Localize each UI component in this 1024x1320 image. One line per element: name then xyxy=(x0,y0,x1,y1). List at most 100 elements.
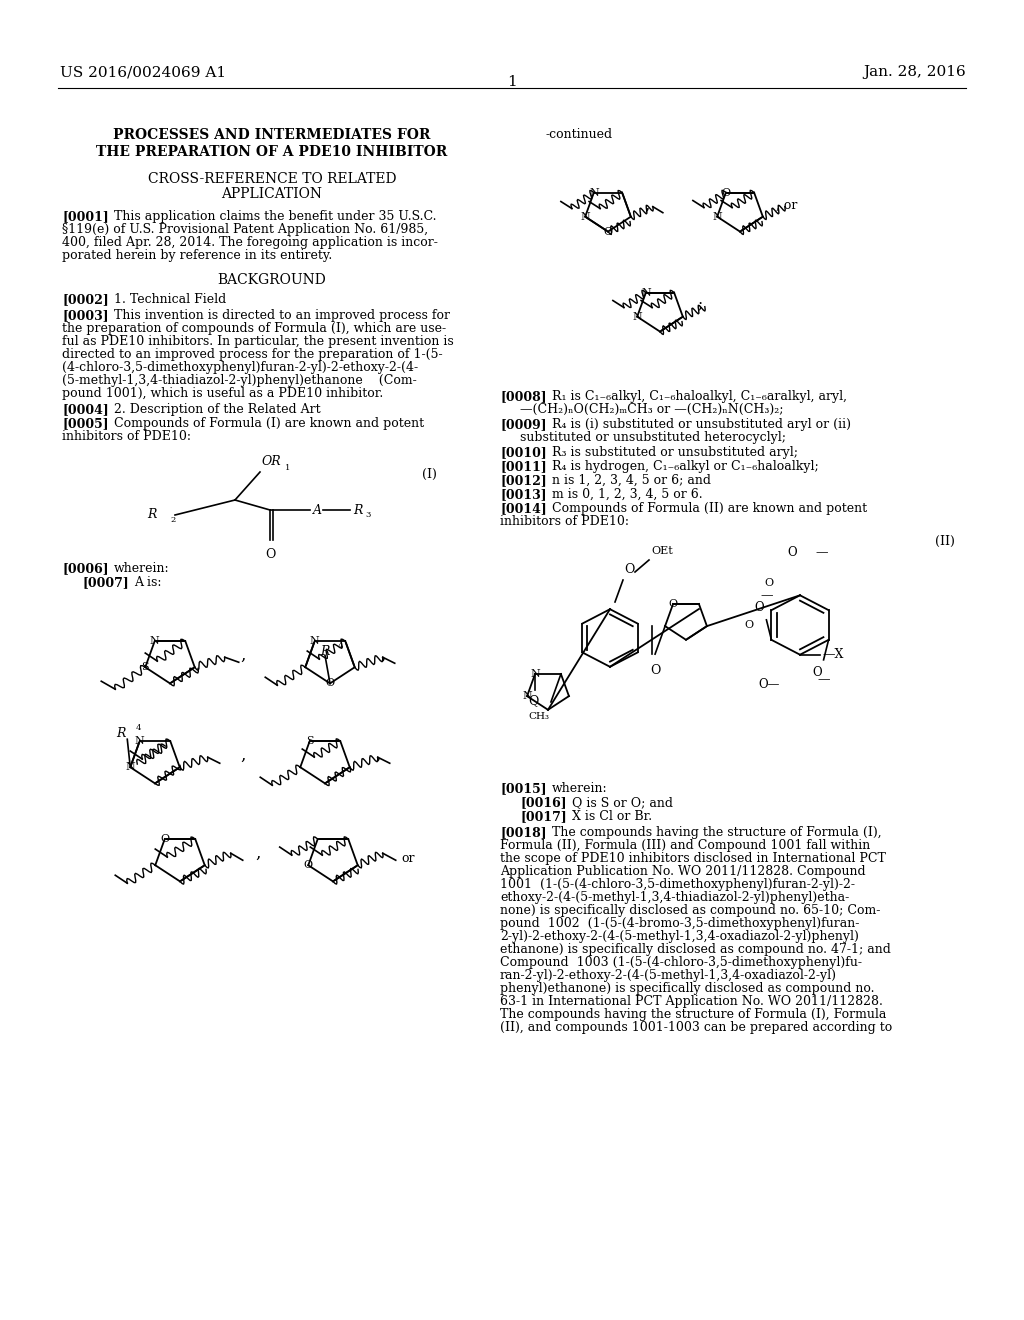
Text: This application claims the benefit under 35 U.S.C.: This application claims the benefit unde… xyxy=(114,210,436,223)
Text: 1: 1 xyxy=(507,75,517,88)
Text: O: O xyxy=(669,599,678,609)
Text: or: or xyxy=(401,851,415,865)
Text: (II), and compounds 1001-1003 can be prepared according to: (II), and compounds 1001-1003 can be pre… xyxy=(500,1020,892,1034)
Text: 4: 4 xyxy=(135,725,140,733)
Text: 3: 3 xyxy=(365,511,371,519)
Text: R: R xyxy=(116,727,125,739)
Text: ful as PDE10 inhibitors. In particular, the present invention is: ful as PDE10 inhibitors. In particular, … xyxy=(62,335,454,348)
Text: —X: —X xyxy=(822,648,844,661)
Text: [0014]: [0014] xyxy=(500,502,547,515)
Text: R₄ is (i) substituted or unsubstituted aryl or (ii): R₄ is (i) substituted or unsubstituted a… xyxy=(552,418,851,432)
Text: The compounds having the structure of Formula (I),: The compounds having the structure of Fo… xyxy=(552,826,882,840)
Text: [0012]: [0012] xyxy=(500,474,547,487)
Text: 400, filed Apr. 28, 2014. The foregoing application is incor-: 400, filed Apr. 28, 2014. The foregoing … xyxy=(62,236,438,249)
Text: Compound  1003 (1-(5-(4-chloro-3,5-dimethoxyphenyl)fu-: Compound 1003 (1-(5-(4-chloro-3,5-dimeth… xyxy=(500,956,862,969)
Text: A is:: A is: xyxy=(134,576,162,589)
Text: inhibitors of PDE10:: inhibitors of PDE10: xyxy=(500,515,629,528)
Text: 1001  (1-(5-(4-chloro-3,5-dimethoxyphenyl)furan-2-yl)-2-: 1001 (1-(5-(4-chloro-3,5-dimethoxyphenyl… xyxy=(500,878,855,891)
Text: O: O xyxy=(764,578,773,587)
Text: wherein:: wherein: xyxy=(552,781,607,795)
Text: Application Publication No. WO 2011/112828. Compound: Application Publication No. WO 2011/1128… xyxy=(500,865,865,878)
Text: N: N xyxy=(310,636,319,645)
Text: (5-methyl-1,3,4-thiadiazol-2-yl)phenyl)ethanone    (Com-: (5-methyl-1,3,4-thiadiazol-2-yl)phenyl)e… xyxy=(62,374,417,387)
Text: [0005]: [0005] xyxy=(62,417,109,430)
Text: [0008]: [0008] xyxy=(500,389,547,403)
Text: ,: , xyxy=(240,747,246,763)
Text: O: O xyxy=(304,861,313,870)
Text: [0010]: [0010] xyxy=(500,446,547,459)
Text: §119(e) of U.S. Provisional Patent Application No. 61/985,: §119(e) of U.S. Provisional Patent Appli… xyxy=(62,223,428,236)
Text: OR: OR xyxy=(262,455,282,469)
Text: directed to an improved process for the preparation of 1-(5-: directed to an improved process for the … xyxy=(62,348,442,360)
Text: m is 0, 1, 2, 3, 4, 5 or 6.: m is 0, 1, 2, 3, 4, 5 or 6. xyxy=(552,488,702,502)
Text: —: — xyxy=(817,673,829,686)
Text: -continued: -continued xyxy=(545,128,612,141)
Text: [0016]: [0016] xyxy=(520,796,566,809)
Text: [0001]: [0001] xyxy=(62,210,109,223)
Text: O: O xyxy=(787,546,797,560)
Text: 2. Description of the Related Art: 2. Description of the Related Art xyxy=(114,403,321,416)
Text: 4: 4 xyxy=(338,643,343,651)
Text: N: N xyxy=(589,187,599,198)
Text: 1. Technical Field: 1. Technical Field xyxy=(114,293,226,306)
Text: [0009]: [0009] xyxy=(500,418,547,432)
Text: R₁ is C₁₋₆alkyl, C₁₋₆haloalkyl, C₁₋₆aralkyl, aryl,: R₁ is C₁₋₆alkyl, C₁₋₆haloalkyl, C₁₋₆aral… xyxy=(552,389,847,403)
Text: R₄ is hydrogen, C₁₋₆alkyl or C₁₋₆haloalkyl;: R₄ is hydrogen, C₁₋₆alkyl or C₁₋₆haloalk… xyxy=(552,459,819,473)
Text: CROSS-REFERENCE TO RELATED: CROSS-REFERENCE TO RELATED xyxy=(147,172,396,186)
Text: ethoxy-2-(4-(5-methyl-1,3,4-thiadiazol-2-yl)phenyl)etha-: ethoxy-2-(4-(5-methyl-1,3,4-thiadiazol-2… xyxy=(500,891,849,904)
Text: substituted or unsubstituted heterocyclyl;: substituted or unsubstituted heterocycly… xyxy=(520,432,786,444)
Text: N: N xyxy=(581,211,590,222)
Text: OEt: OEt xyxy=(651,546,673,556)
Text: [0011]: [0011] xyxy=(500,459,547,473)
Text: the scope of PDE10 inhibitors disclosed in International PCT: the scope of PDE10 inhibitors disclosed … xyxy=(500,851,886,865)
Text: N: N xyxy=(713,211,722,222)
Text: S: S xyxy=(141,663,150,672)
Text: O: O xyxy=(755,601,765,614)
Text: inhibitors of PDE10:: inhibitors of PDE10: xyxy=(62,430,191,444)
Text: THE PREPARATION OF A PDE10 INHIBITOR: THE PREPARATION OF A PDE10 INHIBITOR xyxy=(96,145,447,158)
Text: N: N xyxy=(522,692,531,701)
Text: O: O xyxy=(624,564,635,576)
Text: [0015]: [0015] xyxy=(500,781,547,795)
Text: N: N xyxy=(632,312,642,322)
Text: phenyl)ethanone) is specifically disclosed as compound no.: phenyl)ethanone) is specifically disclos… xyxy=(500,982,874,995)
Text: 2-yl)-2-ethoxy-2-(4-(5-methyl-1,3,4-oxadiazol-2-yl)phenyl): 2-yl)-2-ethoxy-2-(4-(5-methyl-1,3,4-oxad… xyxy=(500,931,859,942)
Text: R: R xyxy=(147,508,157,521)
Text: (I): (I) xyxy=(422,469,437,480)
Text: N: N xyxy=(125,762,135,772)
Text: [0013]: [0013] xyxy=(500,488,547,502)
Text: O—: O— xyxy=(759,678,780,692)
Text: ethanone) is specifically disclosed as compound no. 47-1; and: ethanone) is specifically disclosed as c… xyxy=(500,942,891,956)
Text: R: R xyxy=(353,503,362,516)
Text: N: N xyxy=(530,669,540,678)
Text: X is Cl or Br.: X is Cl or Br. xyxy=(572,810,652,822)
Text: Formula (II), Formula (III) and Compound 1001 fall within: Formula (II), Formula (III) and Compound… xyxy=(500,840,870,851)
Text: [0003]: [0003] xyxy=(62,309,109,322)
Text: pound 1001), which is useful as a PDE10 inhibitor.: pound 1001), which is useful as a PDE10 … xyxy=(62,387,383,400)
Text: wherein:: wherein: xyxy=(114,562,170,576)
Text: porated herein by reference in its entirety.: porated herein by reference in its entir… xyxy=(62,249,332,261)
Text: S: S xyxy=(306,737,313,746)
Text: BACKGROUND: BACKGROUND xyxy=(218,273,327,286)
Text: O: O xyxy=(160,834,169,843)
Text: —: — xyxy=(760,589,773,602)
Text: ,: , xyxy=(644,197,649,214)
Text: [0002]: [0002] xyxy=(62,293,109,306)
Text: O: O xyxy=(812,665,821,678)
Text: 2: 2 xyxy=(170,516,175,524)
Text: pound  1002  (1-(5-(4-bromo-3,5-dimethoxyphenyl)furan-: pound 1002 (1-(5-(4-bromo-3,5-dimethoxyp… xyxy=(500,917,859,931)
Text: [0018]: [0018] xyxy=(500,826,547,840)
Text: [0004]: [0004] xyxy=(62,403,109,416)
Text: ;: ; xyxy=(697,298,702,312)
Text: —(CH₂)ₙO(CH₂)ₘCH₃ or —(CH₂)ₙN(CH₃)₂;: —(CH₂)ₙO(CH₂)ₘCH₃ or —(CH₂)ₙN(CH₃)₂; xyxy=(520,403,783,416)
Text: CH₃: CH₃ xyxy=(528,711,549,721)
Text: O: O xyxy=(721,187,730,198)
Text: none) is specifically disclosed as compound no. 65-10; Com-: none) is specifically disclosed as compo… xyxy=(500,904,881,917)
Text: 63-1 in International PCT Application No. WO 2011/112828.: 63-1 in International PCT Application No… xyxy=(500,995,883,1008)
Text: Q: Q xyxy=(528,694,539,708)
Text: N: N xyxy=(641,288,651,297)
Text: n is 1, 2, 3, 4, 5 or 6; and: n is 1, 2, 3, 4, 5 or 6; and xyxy=(552,474,711,487)
Text: the preparation of compounds of Formula (I), which are use-: the preparation of compounds of Formula … xyxy=(62,322,446,335)
Text: R: R xyxy=(321,645,330,657)
Text: A: A xyxy=(313,503,322,516)
